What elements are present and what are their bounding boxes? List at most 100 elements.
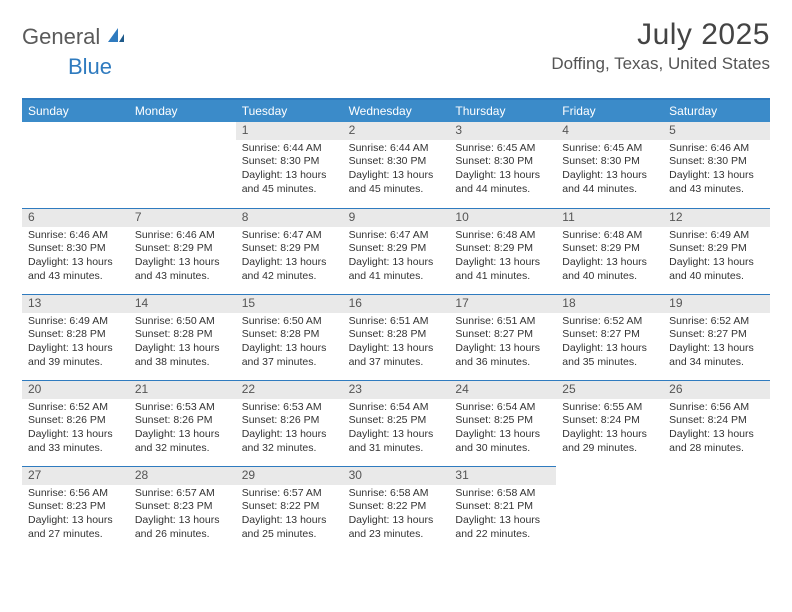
calendar-cell: 26Sunrise: 6:56 AMSunset: 8:24 PMDayligh… [663, 380, 770, 466]
calendar-cell: 14Sunrise: 6:50 AMSunset: 8:28 PMDayligh… [129, 294, 236, 380]
day-details: Sunrise: 6:54 AMSunset: 8:25 PMDaylight:… [449, 399, 556, 460]
calendar-cell [129, 122, 236, 208]
day-details: Sunrise: 6:52 AMSunset: 8:26 PMDaylight:… [22, 399, 129, 460]
day-number: 2 [343, 122, 450, 140]
day-number: 29 [236, 466, 343, 485]
calendar-cell: 23Sunrise: 6:54 AMSunset: 8:25 PMDayligh… [343, 380, 450, 466]
calendar-cell: 31Sunrise: 6:58 AMSunset: 8:21 PMDayligh… [449, 466, 556, 552]
calendar-cell: 29Sunrise: 6:57 AMSunset: 8:22 PMDayligh… [236, 466, 343, 552]
day-details: Sunrise: 6:56 AMSunset: 8:23 PMDaylight:… [22, 485, 129, 546]
calendar-cell: 28Sunrise: 6:57 AMSunset: 8:23 PMDayligh… [129, 466, 236, 552]
calendar-cell: 7Sunrise: 6:46 AMSunset: 8:29 PMDaylight… [129, 208, 236, 294]
day-details: Sunrise: 6:53 AMSunset: 8:26 PMDaylight:… [129, 399, 236, 460]
day-details: Sunrise: 6:48 AMSunset: 8:29 PMDaylight:… [556, 227, 663, 288]
calendar-cell: 20Sunrise: 6:52 AMSunset: 8:26 PMDayligh… [22, 380, 129, 466]
day-details: Sunrise: 6:51 AMSunset: 8:27 PMDaylight:… [449, 313, 556, 374]
calendar-cell: 21Sunrise: 6:53 AMSunset: 8:26 PMDayligh… [129, 380, 236, 466]
day-number: 8 [236, 208, 343, 227]
calendar-cell: 22Sunrise: 6:53 AMSunset: 8:26 PMDayligh… [236, 380, 343, 466]
day-details: Sunrise: 6:50 AMSunset: 8:28 PMDaylight:… [129, 313, 236, 374]
calendar-cell: 12Sunrise: 6:49 AMSunset: 8:29 PMDayligh… [663, 208, 770, 294]
calendar-cell [663, 466, 770, 552]
day-number: 17 [449, 294, 556, 313]
calendar-cell: 3Sunrise: 6:45 AMSunset: 8:30 PMDaylight… [449, 122, 556, 208]
location-text: Doffing, Texas, United States [551, 54, 770, 74]
day-number: 22 [236, 380, 343, 399]
calendar-cell: 6Sunrise: 6:46 AMSunset: 8:30 PMDaylight… [22, 208, 129, 294]
day-number: 25 [556, 380, 663, 399]
day-details: Sunrise: 6:46 AMSunset: 8:30 PMDaylight:… [663, 140, 770, 201]
day-header: Tuesday [236, 100, 343, 122]
day-number: 31 [449, 466, 556, 485]
day-details: Sunrise: 6:49 AMSunset: 8:28 PMDaylight:… [22, 313, 129, 374]
day-details: Sunrise: 6:58 AMSunset: 8:21 PMDaylight:… [449, 485, 556, 546]
calendar-cell: 25Sunrise: 6:55 AMSunset: 8:24 PMDayligh… [556, 380, 663, 466]
calendar-cell: 9Sunrise: 6:47 AMSunset: 8:29 PMDaylight… [343, 208, 450, 294]
day-header: Sunday [22, 100, 129, 122]
day-number: 5 [663, 122, 770, 140]
day-number: 15 [236, 294, 343, 313]
calendar-cell: 2Sunrise: 6:44 AMSunset: 8:30 PMDaylight… [343, 122, 450, 208]
day-number: 6 [22, 208, 129, 227]
logo: General [22, 24, 128, 50]
day-details: Sunrise: 6:58 AMSunset: 8:22 PMDaylight:… [343, 485, 450, 546]
day-details: Sunrise: 6:55 AMSunset: 8:24 PMDaylight:… [556, 399, 663, 460]
day-number: 7 [129, 208, 236, 227]
calendar-cell: 18Sunrise: 6:52 AMSunset: 8:27 PMDayligh… [556, 294, 663, 380]
day-number: 30 [343, 466, 450, 485]
calendar-cell: 13Sunrise: 6:49 AMSunset: 8:28 PMDayligh… [22, 294, 129, 380]
day-details: Sunrise: 6:49 AMSunset: 8:29 PMDaylight:… [663, 227, 770, 288]
day-number: 12 [663, 208, 770, 227]
calendar-cell: 11Sunrise: 6:48 AMSunset: 8:29 PMDayligh… [556, 208, 663, 294]
day-details: Sunrise: 6:47 AMSunset: 8:29 PMDaylight:… [343, 227, 450, 288]
calendar-cell: 4Sunrise: 6:45 AMSunset: 8:30 PMDaylight… [556, 122, 663, 208]
logo-text-general: General [22, 24, 100, 50]
calendar-cell: 8Sunrise: 6:47 AMSunset: 8:29 PMDaylight… [236, 208, 343, 294]
day-number: 9 [343, 208, 450, 227]
day-number: 4 [556, 122, 663, 140]
day-details: Sunrise: 6:53 AMSunset: 8:26 PMDaylight:… [236, 399, 343, 460]
day-number: 20 [22, 380, 129, 399]
day-details: Sunrise: 6:44 AMSunset: 8:30 PMDaylight:… [236, 140, 343, 201]
day-details: Sunrise: 6:51 AMSunset: 8:28 PMDaylight:… [343, 313, 450, 374]
day-header: Wednesday [343, 100, 450, 122]
day-number: 19 [663, 294, 770, 313]
day-number: 27 [22, 466, 129, 485]
calendar-cell: 5Sunrise: 6:46 AMSunset: 8:30 PMDaylight… [663, 122, 770, 208]
calendar-cell: 15Sunrise: 6:50 AMSunset: 8:28 PMDayligh… [236, 294, 343, 380]
day-number: 18 [556, 294, 663, 313]
day-number: 10 [449, 208, 556, 227]
calendar-cell: 24Sunrise: 6:54 AMSunset: 8:25 PMDayligh… [449, 380, 556, 466]
calendar-cell: 17Sunrise: 6:51 AMSunset: 8:27 PMDayligh… [449, 294, 556, 380]
day-details: Sunrise: 6:48 AMSunset: 8:29 PMDaylight:… [449, 227, 556, 288]
day-details: Sunrise: 6:57 AMSunset: 8:22 PMDaylight:… [236, 485, 343, 546]
day-number: 28 [129, 466, 236, 485]
day-details: Sunrise: 6:46 AMSunset: 8:29 PMDaylight:… [129, 227, 236, 288]
day-details: Sunrise: 6:47 AMSunset: 8:29 PMDaylight:… [236, 227, 343, 288]
day-details: Sunrise: 6:44 AMSunset: 8:30 PMDaylight:… [343, 140, 450, 201]
day-number: 16 [343, 294, 450, 313]
day-details: Sunrise: 6:46 AMSunset: 8:30 PMDaylight:… [22, 227, 129, 288]
day-details: Sunrise: 6:52 AMSunset: 8:27 PMDaylight:… [556, 313, 663, 374]
calendar-cell: 10Sunrise: 6:48 AMSunset: 8:29 PMDayligh… [449, 208, 556, 294]
day-header: Saturday [663, 100, 770, 122]
calendar-cell: 19Sunrise: 6:52 AMSunset: 8:27 PMDayligh… [663, 294, 770, 380]
day-details: Sunrise: 6:54 AMSunset: 8:25 PMDaylight:… [343, 399, 450, 460]
day-number: 23 [343, 380, 450, 399]
day-number: 3 [449, 122, 556, 140]
calendar-cell: 27Sunrise: 6:56 AMSunset: 8:23 PMDayligh… [22, 466, 129, 552]
day-details: Sunrise: 6:56 AMSunset: 8:24 PMDaylight:… [663, 399, 770, 460]
day-header: Thursday [449, 100, 556, 122]
day-number: 26 [663, 380, 770, 399]
day-details: Sunrise: 6:52 AMSunset: 8:27 PMDaylight:… [663, 313, 770, 374]
day-number: 1 [236, 122, 343, 140]
day-details: Sunrise: 6:45 AMSunset: 8:30 PMDaylight:… [556, 140, 663, 201]
calendar-cell [556, 466, 663, 552]
logo-sail-icon [106, 26, 126, 49]
day-number: 11 [556, 208, 663, 227]
calendar-grid: SundayMondayTuesdayWednesdayThursdayFrid… [22, 98, 770, 552]
day-details: Sunrise: 6:50 AMSunset: 8:28 PMDaylight:… [236, 313, 343, 374]
day-number: 24 [449, 380, 556, 399]
calendar-cell: 16Sunrise: 6:51 AMSunset: 8:28 PMDayligh… [343, 294, 450, 380]
calendar-cell: 30Sunrise: 6:58 AMSunset: 8:22 PMDayligh… [343, 466, 450, 552]
